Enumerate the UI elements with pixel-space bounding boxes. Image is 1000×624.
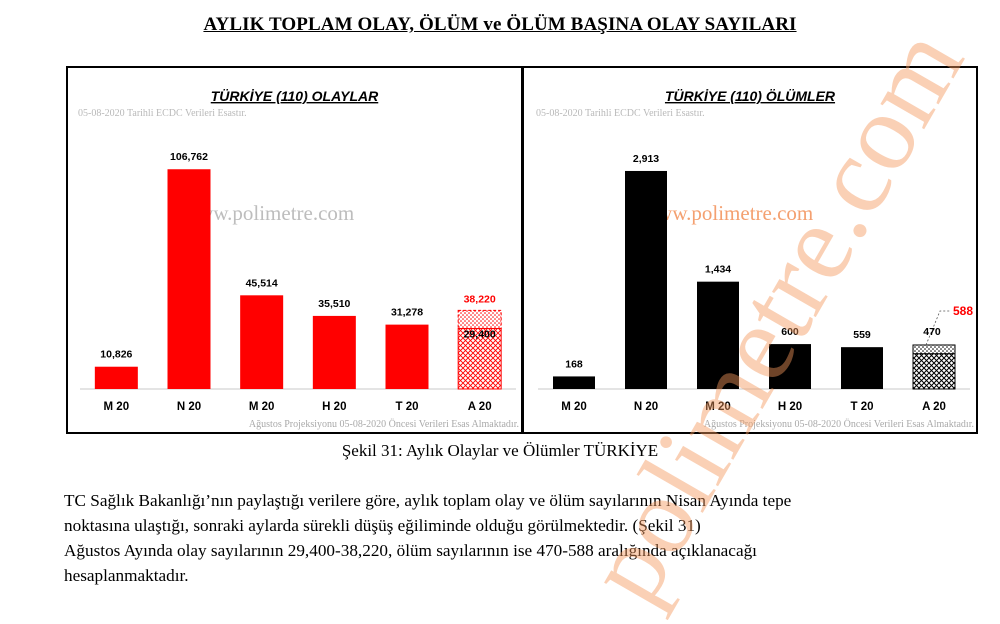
x-tick-label: H 20 xyxy=(322,401,346,413)
chart-footnote: Ağustos Projeksiyonu 05-08-2020 Öncesi V… xyxy=(704,418,974,430)
data-label: 600 xyxy=(781,326,799,338)
x-tick-label: H 20 xyxy=(778,401,802,413)
x-tick-label: M 20 xyxy=(561,401,587,413)
chart-subtitle: 05-08-2020 Tarihli ECDC Verileri Esastır… xyxy=(78,108,247,119)
paragraph-line: Ağustos Ayında olay sayılarının 29,400-3… xyxy=(64,541,757,560)
chart-panel-olumler: TÜRKİYE (110) ÖLÜMLER 05-08-2020 Tarihli … xyxy=(524,68,976,432)
bar xyxy=(167,169,211,389)
projection-low-label: 29,400 xyxy=(464,328,496,340)
paragraph-line: TC Sağlık Bakanlığı’nın paylaştığı veril… xyxy=(64,491,792,510)
page-title: AYLIK TOPLAM OLAY, ÖLÜM ve ÖLÜM BAŞINA O… xyxy=(203,14,797,35)
x-tick-label: N 20 xyxy=(634,401,658,413)
bar xyxy=(697,281,739,389)
projection-low-label: 470 xyxy=(923,326,941,338)
bar xyxy=(94,366,138,389)
x-tick-label: T 20 xyxy=(850,401,873,413)
body-paragraph: TC Sağlık Bakanlığı’nın paylaştığı veril… xyxy=(64,488,964,588)
data-label: 31,278 xyxy=(391,307,423,319)
chart-title: TÜRKİYE (110) ÖLÜMLER xyxy=(665,88,836,104)
data-label: 106,762 xyxy=(170,151,208,163)
projection-upper-bar xyxy=(457,309,502,329)
projection-high-label: 588 xyxy=(953,304,973,318)
chart-watermark: www.polimetre.com xyxy=(183,201,354,225)
bar xyxy=(553,376,595,389)
x-tick-label: N 20 xyxy=(177,401,201,413)
paragraph-line: hesaplanmaktadır. xyxy=(64,566,189,585)
figure-caption: Şekil 31: Aylık Olaylar ve Ölümler TÜRKİ… xyxy=(341,441,659,460)
data-label: 168 xyxy=(565,358,583,370)
x-tick-label: T 20 xyxy=(395,401,418,413)
x-tick-label: A 20 xyxy=(922,401,946,413)
chart-panel-olaylar: TÜRKİYE (110) OLAYLAR 05-08-2020 Tarihli … xyxy=(68,68,521,432)
bar xyxy=(841,347,883,389)
projection-high-label: 38,220 xyxy=(464,293,496,305)
projection-lower-bar xyxy=(457,327,502,390)
chart-footnote: Ağustos Projeksiyonu 05-08-2020 Öncesi V… xyxy=(249,418,519,430)
chart-divider xyxy=(521,68,524,432)
charts-frame: TÜRKİYE (110) OLAYLAR 05-08-2020 Tarihli … xyxy=(66,66,978,434)
bar xyxy=(385,324,429,389)
data-label: 2,913 xyxy=(633,153,659,165)
bar xyxy=(625,170,667,389)
projection-upper-bar xyxy=(912,344,956,355)
bar xyxy=(769,344,811,389)
x-tick-label: A 20 xyxy=(468,401,492,413)
data-label: 559 xyxy=(853,329,871,341)
data-label: 1,434 xyxy=(705,264,731,276)
projection-lower-bar xyxy=(912,353,956,390)
olaylar-chart: TÜRKİYE (110) OLAYLAR 05-08-2020 Tarihli … xyxy=(78,88,519,430)
x-tick-label: M 20 xyxy=(705,401,731,413)
bar xyxy=(240,295,284,389)
paragraph-line: noktasına ulaştığı, sonraki aylarda süre… xyxy=(64,516,701,535)
data-label: 45,514 xyxy=(246,277,278,289)
olumler-chart: TÜRKİYE (110) ÖLÜMLER 05-08-2020 Tarihli … xyxy=(536,88,974,430)
chart-subtitle: 05-08-2020 Tarihli ECDC Verileri Esastır… xyxy=(536,108,705,119)
x-tick-label: M 20 xyxy=(104,401,130,413)
chart-title: TÜRKİYE (110) OLAYLAR xyxy=(211,88,379,104)
data-label: 35,510 xyxy=(318,298,350,310)
bar xyxy=(312,315,356,389)
x-tick-label: M 20 xyxy=(249,401,275,413)
data-label: 10,826 xyxy=(100,349,132,361)
chart-watermark: www.polimetre.com xyxy=(642,201,813,225)
projection-leader-line xyxy=(925,310,950,346)
